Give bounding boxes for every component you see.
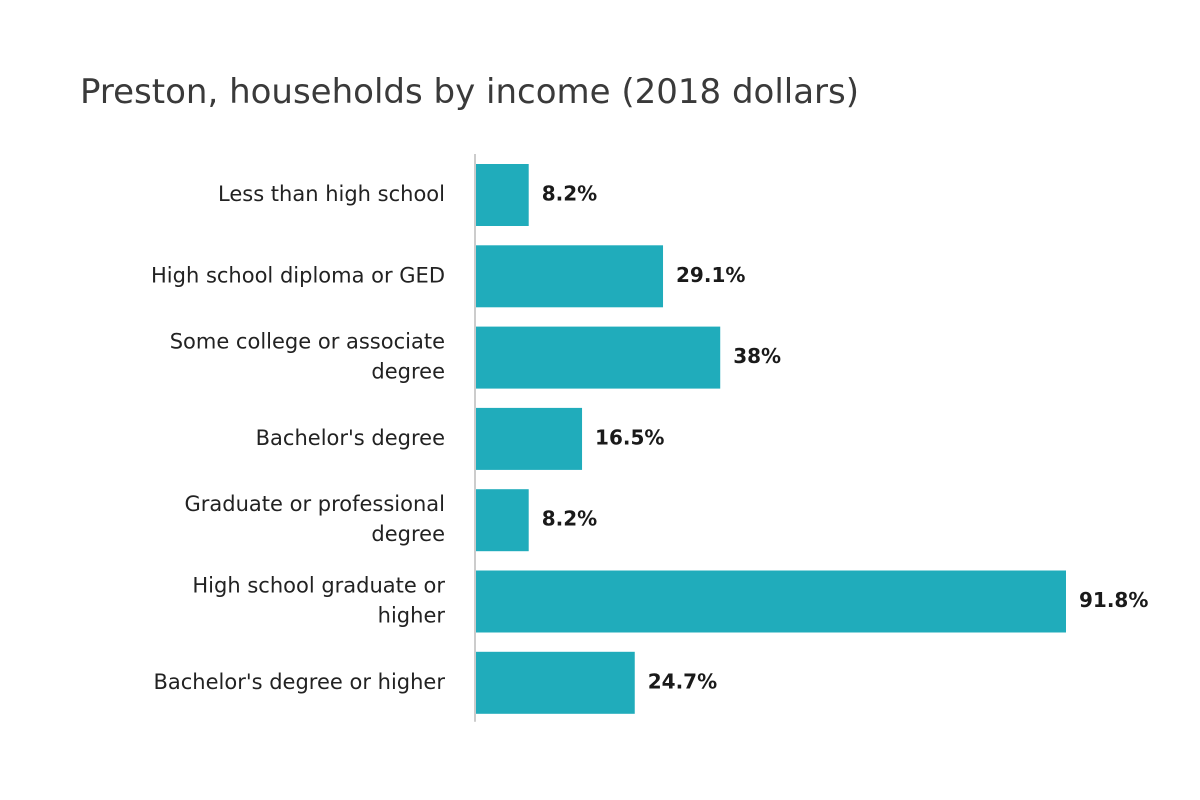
category-label: Graduate or professional degree [184, 492, 445, 546]
bar [476, 489, 529, 552]
category-label: High school graduate or higher [192, 574, 445, 628]
bar [476, 570, 1066, 633]
bar [476, 407, 583, 470]
bar [476, 164, 529, 226]
category-labels: Less than high school High school diploma… [151, 182, 445, 694]
category-label: Bachelor's degree or higher [153, 670, 445, 694]
bar [476, 651, 635, 714]
value-label: 38% [733, 344, 781, 368]
value-label: 91.8% [1079, 588, 1148, 612]
value-labels: 8.2% 29.1% 38% 16.5% 8.2% 91.8% 24.7% [542, 182, 1149, 694]
value-label: 29.1% [676, 263, 745, 287]
category-label: High school diploma or GED [151, 263, 445, 287]
bar [476, 245, 664, 308]
category-label: Less than high school [218, 182, 445, 206]
category-label: Some college or associate degree [170, 330, 445, 384]
category-label: Bachelor's degree [256, 426, 445, 450]
bar [476, 326, 721, 389]
value-label: 8.2% [542, 507, 597, 531]
value-label: 24.7% [648, 669, 717, 693]
value-label: 8.2% [542, 182, 597, 206]
chart-title: Preston, households by income (2018 doll… [80, 72, 860, 112]
value-label: 16.5% [595, 425, 664, 449]
bars-group [476, 164, 1066, 714]
